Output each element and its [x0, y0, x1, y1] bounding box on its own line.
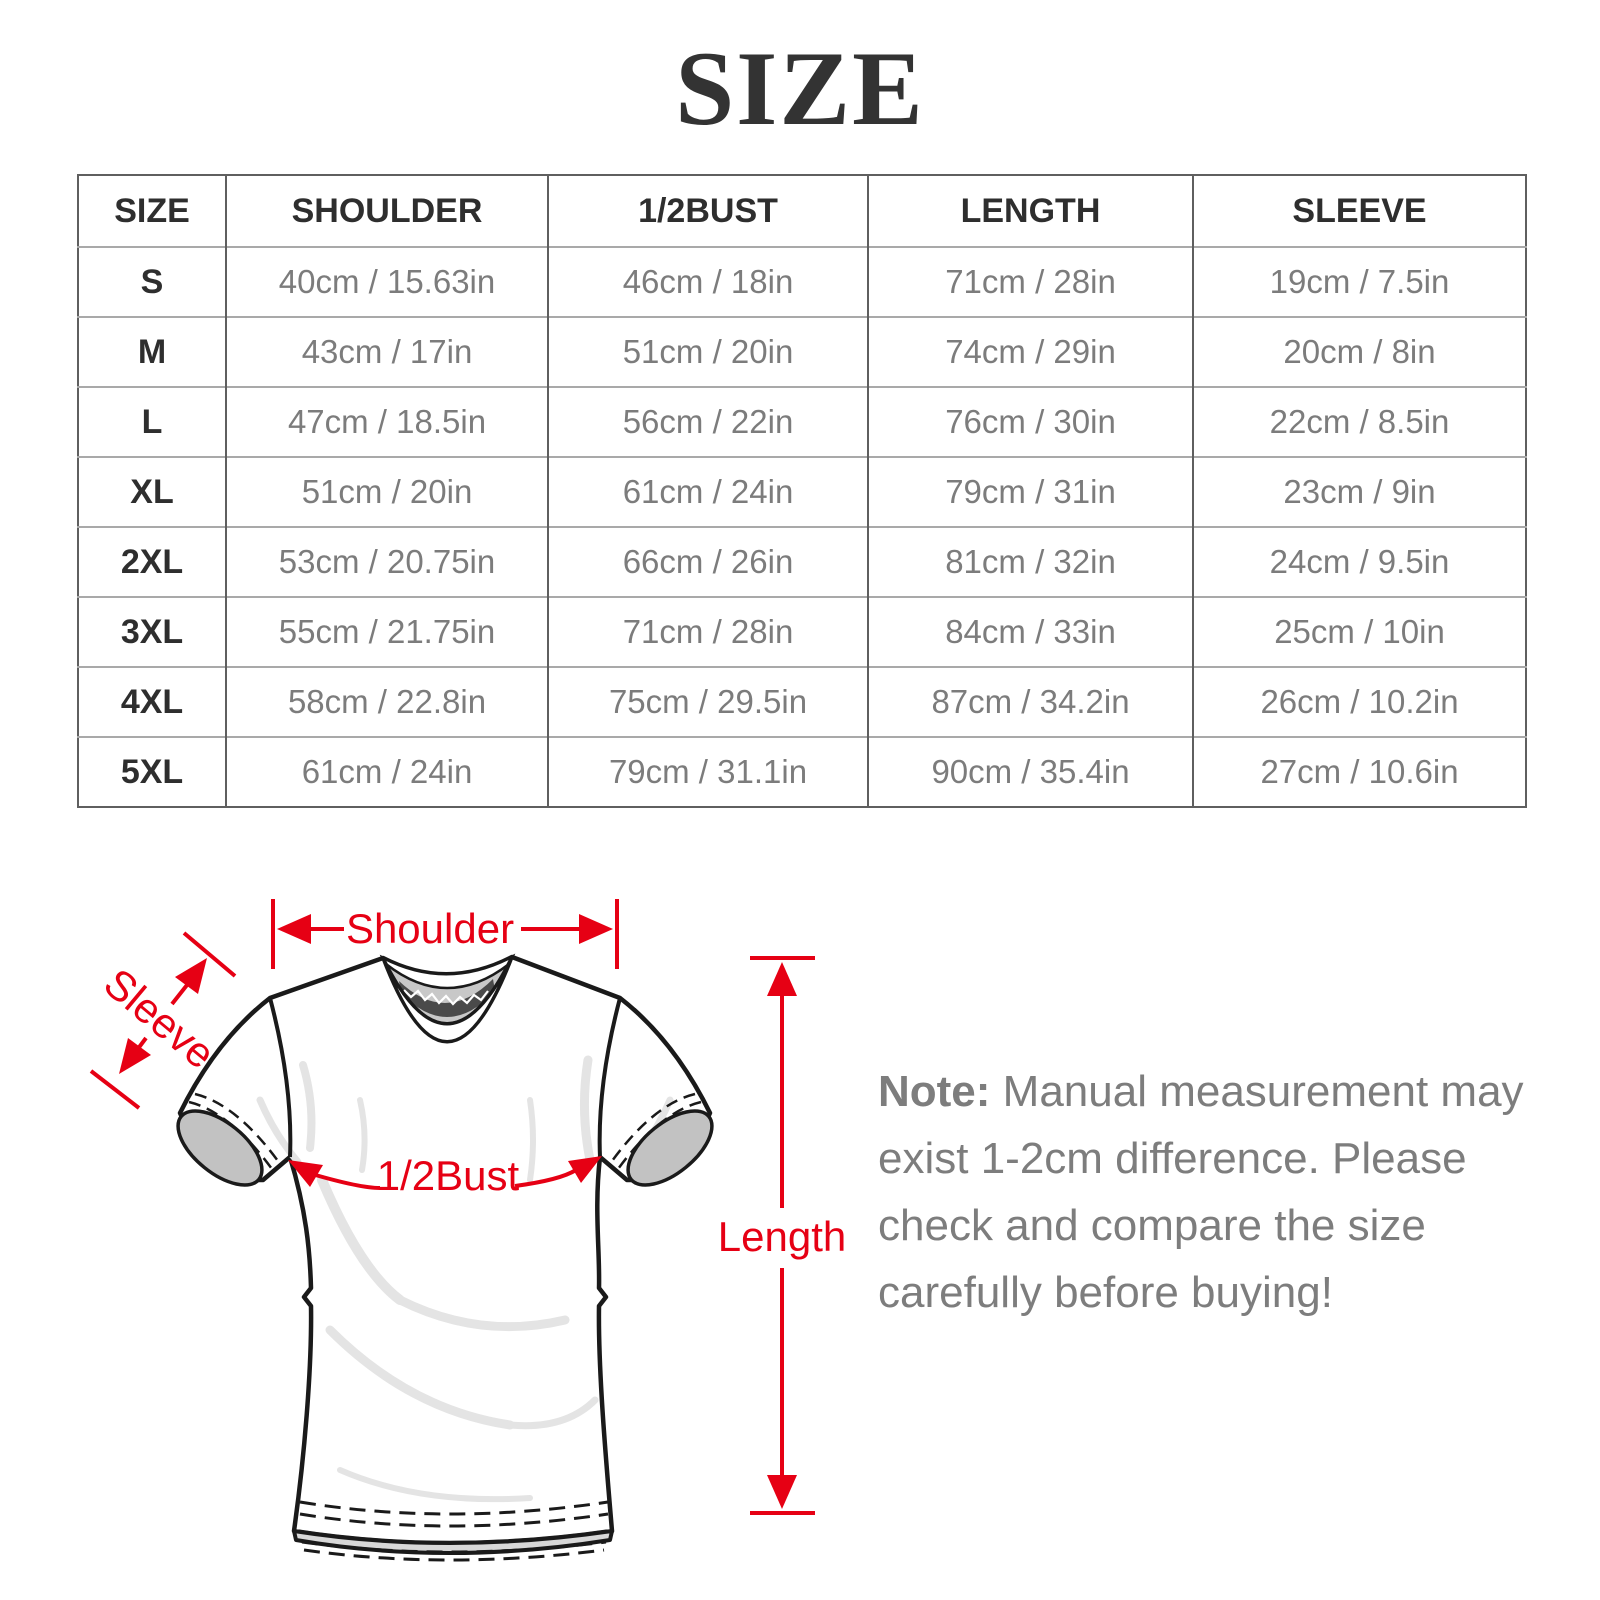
size-cell: 4XL	[78, 666, 226, 737]
sleeve-cell: 27cm / 10.6in	[1192, 736, 1526, 807]
sleeve-cell: 24cm / 9.5in	[1192, 526, 1526, 597]
page-title: SIZE	[675, 30, 925, 147]
note-text: Note: Manual measurement may exist 1-2cm…	[878, 1058, 1538, 1326]
halfbust-cell: 46cm / 18in	[547, 246, 868, 317]
sleeve-tick-top	[182, 931, 237, 978]
length-cell: 71cm / 28in	[867, 246, 1193, 317]
collar-seam-tape	[399, 979, 495, 1018]
sleeve-cell: 25cm / 10in	[1192, 596, 1526, 667]
halfbust-cell: 56cm / 22in	[547, 386, 868, 457]
sleeve-arrowhead-top	[175, 958, 207, 994]
collar-front-band	[381, 956, 514, 1044]
shoulder-cell: 51cm / 20in	[225, 456, 548, 527]
bust-arrowhead-right	[568, 1156, 602, 1183]
sleeve-tick-bottom	[89, 1069, 141, 1110]
halfbust-cell: 66cm / 26in	[547, 526, 868, 597]
length-arrowhead-top	[767, 962, 797, 996]
armhole-seam-right	[597, 997, 622, 1158]
half-bust-label: 1/2Bust	[377, 1152, 520, 1199]
size-cell: 5XL	[78, 736, 226, 807]
cuff-opening-left	[176, 1109, 264, 1187]
header-length: LENGTH	[867, 175, 1193, 247]
length-arrowhead-bottom	[767, 1475, 797, 1509]
table-row: 4XL 58cm / 22.8in 75cm / 29.5in 87cm / 3…	[78, 666, 1526, 737]
collar-zigzag-stitch	[403, 989, 489, 1006]
size-cell: L	[78, 386, 226, 457]
sleeve-cell: 19cm / 7.5in	[1192, 246, 1526, 317]
table-row: S 40cm / 15.63in 46cm / 18in 71cm / 28in…	[78, 246, 1526, 317]
length-cell: 90cm / 35.4in	[867, 736, 1193, 807]
table-row: 2XL 53cm / 20.75in 66cm / 26in 81cm / 32…	[78, 526, 1526, 597]
length-cell: 76cm / 30in	[867, 386, 1193, 457]
bust-arrowhead-left	[288, 1160, 323, 1187]
table-header-row: SIZE SHOULDER 1/2BUST LENGTH SLEEVE	[78, 175, 1526, 247]
length-dimension: Length	[718, 956, 846, 1515]
halfbust-cell: 71cm / 28in	[547, 596, 868, 667]
shoulder-cell: 53cm / 20.75in	[225, 526, 548, 597]
halfbust-cell: 51cm / 20in	[547, 316, 868, 387]
length-cell: 81cm / 32in	[867, 526, 1193, 597]
shoulder-arrowhead-right	[579, 914, 613, 944]
cuff-stitching-left	[188, 1092, 280, 1170]
size-table: SIZE SHOULDER 1/2BUST LENGTH SLEEVE S 40…	[77, 174, 1527, 808]
halfbust-cell: 75cm / 29.5in	[547, 666, 868, 737]
length-cell: 79cm / 31in	[867, 456, 1193, 527]
header-sleeve: SLEEVE	[1192, 175, 1526, 247]
table-row: 5XL 61cm / 24in 79cm / 31.1in 90cm / 35.…	[78, 736, 1526, 807]
shoulder-arrowhead-left	[277, 914, 311, 944]
hem-stitching	[299, 1500, 609, 1562]
table-row: 3XL 55cm / 21.75in 71cm / 28in 84cm / 33…	[78, 596, 1526, 667]
sleeve-cell: 22cm / 8.5in	[1192, 386, 1526, 457]
size-cell: 2XL	[78, 526, 226, 597]
size-cell: 3XL	[78, 596, 226, 667]
shoulder-cell: 55cm / 21.75in	[225, 596, 548, 667]
shoulder-cell: 61cm / 24in	[225, 736, 548, 807]
header-shoulder: SHOULDER	[225, 175, 548, 247]
size-cell: XL	[78, 456, 226, 527]
table-row: L 47cm / 18.5in 56cm / 22in 76cm / 30in …	[78, 386, 1526, 457]
halfbust-cell: 61cm / 24in	[547, 456, 868, 527]
note-label: Note:	[878, 1067, 991, 1116]
length-cell: 87cm / 34.2in	[867, 666, 1193, 737]
table-row: M 43cm / 17in 51cm / 20in 74cm / 29in 20…	[78, 316, 1526, 387]
tshirt-measurement-diagram: Shoulder Sleeve 1/2Bust	[89, 899, 846, 1562]
half-bust-dimension: 1/2Bust	[288, 1152, 602, 1199]
sleeve-arrowhead-bottom	[119, 1038, 151, 1074]
length-label: Length	[718, 1213, 846, 1260]
collar	[379, 953, 516, 1044]
shoulder-dimension: Shoulder	[271, 899, 619, 969]
cuff-opening-right	[626, 1109, 714, 1187]
header-size: SIZE	[114, 191, 190, 230]
sleeve-cell: 26cm / 10.2in	[1192, 666, 1526, 737]
armhole-seam-left	[268, 997, 293, 1158]
table-row: XL 51cm / 20in 61cm / 24in 79cm / 31in 2…	[78, 456, 1526, 527]
shoulder-cell: 43cm / 17in	[225, 316, 548, 387]
size-cell: S	[78, 246, 226, 317]
length-cell: 74cm / 29in	[867, 316, 1193, 387]
tshirt-illustration	[176, 953, 714, 1562]
sleeve-label: Sleeve	[95, 959, 224, 1078]
shoulder-label: Shoulder	[346, 905, 514, 952]
shoulder-cell: 58cm / 22.8in	[225, 666, 548, 737]
header-halfbust: 1/2BUST	[547, 175, 868, 247]
sleeve-cell: 20cm / 8in	[1192, 316, 1526, 387]
shoulder-cell: 40cm / 15.63in	[225, 246, 548, 317]
sleeve-cell: 23cm / 9in	[1192, 456, 1526, 527]
cuff-stitching-right	[610, 1092, 702, 1170]
halfbust-cell: 79cm / 31.1in	[547, 736, 868, 807]
length-cell: 84cm / 33in	[867, 596, 1193, 667]
tshirt-body	[177, 954, 713, 1546]
shoulder-cell: 47cm / 18.5in	[225, 386, 548, 457]
note-body: Manual measurement may exist 1-2cm diffe…	[878, 1067, 1524, 1317]
size-cell: M	[78, 316, 226, 387]
